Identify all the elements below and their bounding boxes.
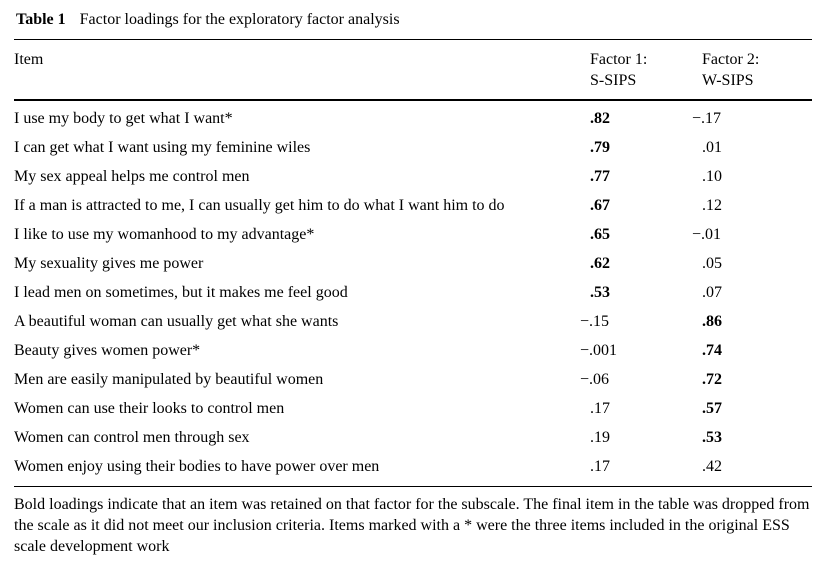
factor2-cell: −.01 xyxy=(692,226,722,243)
table-row: I use my body to get what I want* .82 −.… xyxy=(14,100,812,134)
table-row: If a man is attracted to me, I can usual… xyxy=(14,192,812,221)
caption-text: Factor loadings for the exploratory fact… xyxy=(79,11,400,28)
factor1-cell: .19 xyxy=(590,429,610,446)
factor1-cell: .77 xyxy=(590,168,610,185)
factor1-cell: .17 xyxy=(590,458,610,475)
factor2-cell: .05 xyxy=(702,255,722,272)
factor2-cell: .57 xyxy=(702,400,722,417)
item-cell: My sex appeal helps me control men xyxy=(14,168,250,185)
table-row: Women enjoy using their bodies to have p… xyxy=(14,453,812,487)
paper-page: Table 1 Factor loadings for the explorato… xyxy=(14,10,812,555)
factor1-cell: −.001 xyxy=(580,342,618,359)
item-cell: Beauty gives women power* xyxy=(14,342,201,359)
item-cell: Women enjoy using their bodies to have p… xyxy=(14,458,380,475)
factor1-cell: .53 xyxy=(590,284,610,301)
factor2-cell: .10 xyxy=(702,168,722,185)
item-cell: A beautiful woman can usually get what s… xyxy=(14,313,339,330)
item-cell: I can get what I want using my feminine … xyxy=(14,139,311,156)
table-row: Women can use their looks to control men… xyxy=(14,395,812,424)
item-cell: I use my body to get what I want* xyxy=(14,110,233,127)
column-header-factor1: Factor 1: S-SIPS xyxy=(580,39,692,101)
column-header-factor2: Factor 2: W-SIPS xyxy=(692,39,812,101)
factor1-cell: .65 xyxy=(590,226,610,243)
table-footnote: Bold loadings indicate that an item was … xyxy=(14,496,810,555)
factor1-cell: .62 xyxy=(590,255,610,272)
factor1-cell: .82 xyxy=(590,110,610,127)
item-cell: Men are easily manipulated by beautiful … xyxy=(14,371,324,388)
factor1-cell: −.15 xyxy=(580,313,610,330)
table-row: Men are easily manipulated by beautiful … xyxy=(14,366,812,395)
table-caption: Table 1 Factor loadings for the explorato… xyxy=(16,10,812,30)
factor2-cell: .07 xyxy=(702,284,722,301)
factor1-cell: .67 xyxy=(590,197,610,214)
item-cell: Women can control men through sex xyxy=(14,429,250,446)
factor2-cell: .74 xyxy=(702,342,722,359)
table-row: Women can control men through sex .19 .5… xyxy=(14,424,812,453)
factor2-cell: .01 xyxy=(702,139,722,156)
table-row: My sex appeal helps me control men .77 .… xyxy=(14,163,812,192)
item-cell: My sexuality gives me power xyxy=(14,255,204,272)
item-cell: I like to use my womanhood to my advanta… xyxy=(14,226,315,243)
table-row: I lead men on sometimes, but it makes me… xyxy=(14,279,812,308)
factor1-cell: .79 xyxy=(590,139,610,156)
table-label: Table 1 xyxy=(16,11,66,28)
factor2-cell: .53 xyxy=(702,429,722,446)
table-row: My sexuality gives me power .62 .05 xyxy=(14,250,812,279)
column-header-item: Item xyxy=(14,39,580,101)
factor2-cell: .42 xyxy=(702,458,722,475)
factor2-cell: .86 xyxy=(702,313,722,330)
factor-loadings-table: Item Factor 1: S-SIPS Factor 2: W-SIPS I… xyxy=(14,39,812,487)
table-row: I can get what I want using my feminine … xyxy=(14,134,812,163)
item-cell: If a man is attracted to me, I can usual… xyxy=(14,197,505,214)
factor1-cell: .17 xyxy=(590,400,610,417)
factor1-cell: −.06 xyxy=(580,371,610,388)
table-row: Beauty gives women power* −.001 .74 xyxy=(14,337,812,366)
table-row: I like to use my womanhood to my advanta… xyxy=(14,221,812,250)
factor2-cell: −.17 xyxy=(692,110,722,127)
item-cell: I lead men on sometimes, but it makes me… xyxy=(14,284,348,301)
header-row: Item Factor 1: S-SIPS Factor 2: W-SIPS xyxy=(14,39,812,101)
factor2-cell: .72 xyxy=(702,371,722,388)
factor2-cell: .12 xyxy=(702,197,722,214)
table-row: A beautiful woman can usually get what s… xyxy=(14,308,812,337)
item-cell: Women can use their looks to control men xyxy=(14,400,285,417)
